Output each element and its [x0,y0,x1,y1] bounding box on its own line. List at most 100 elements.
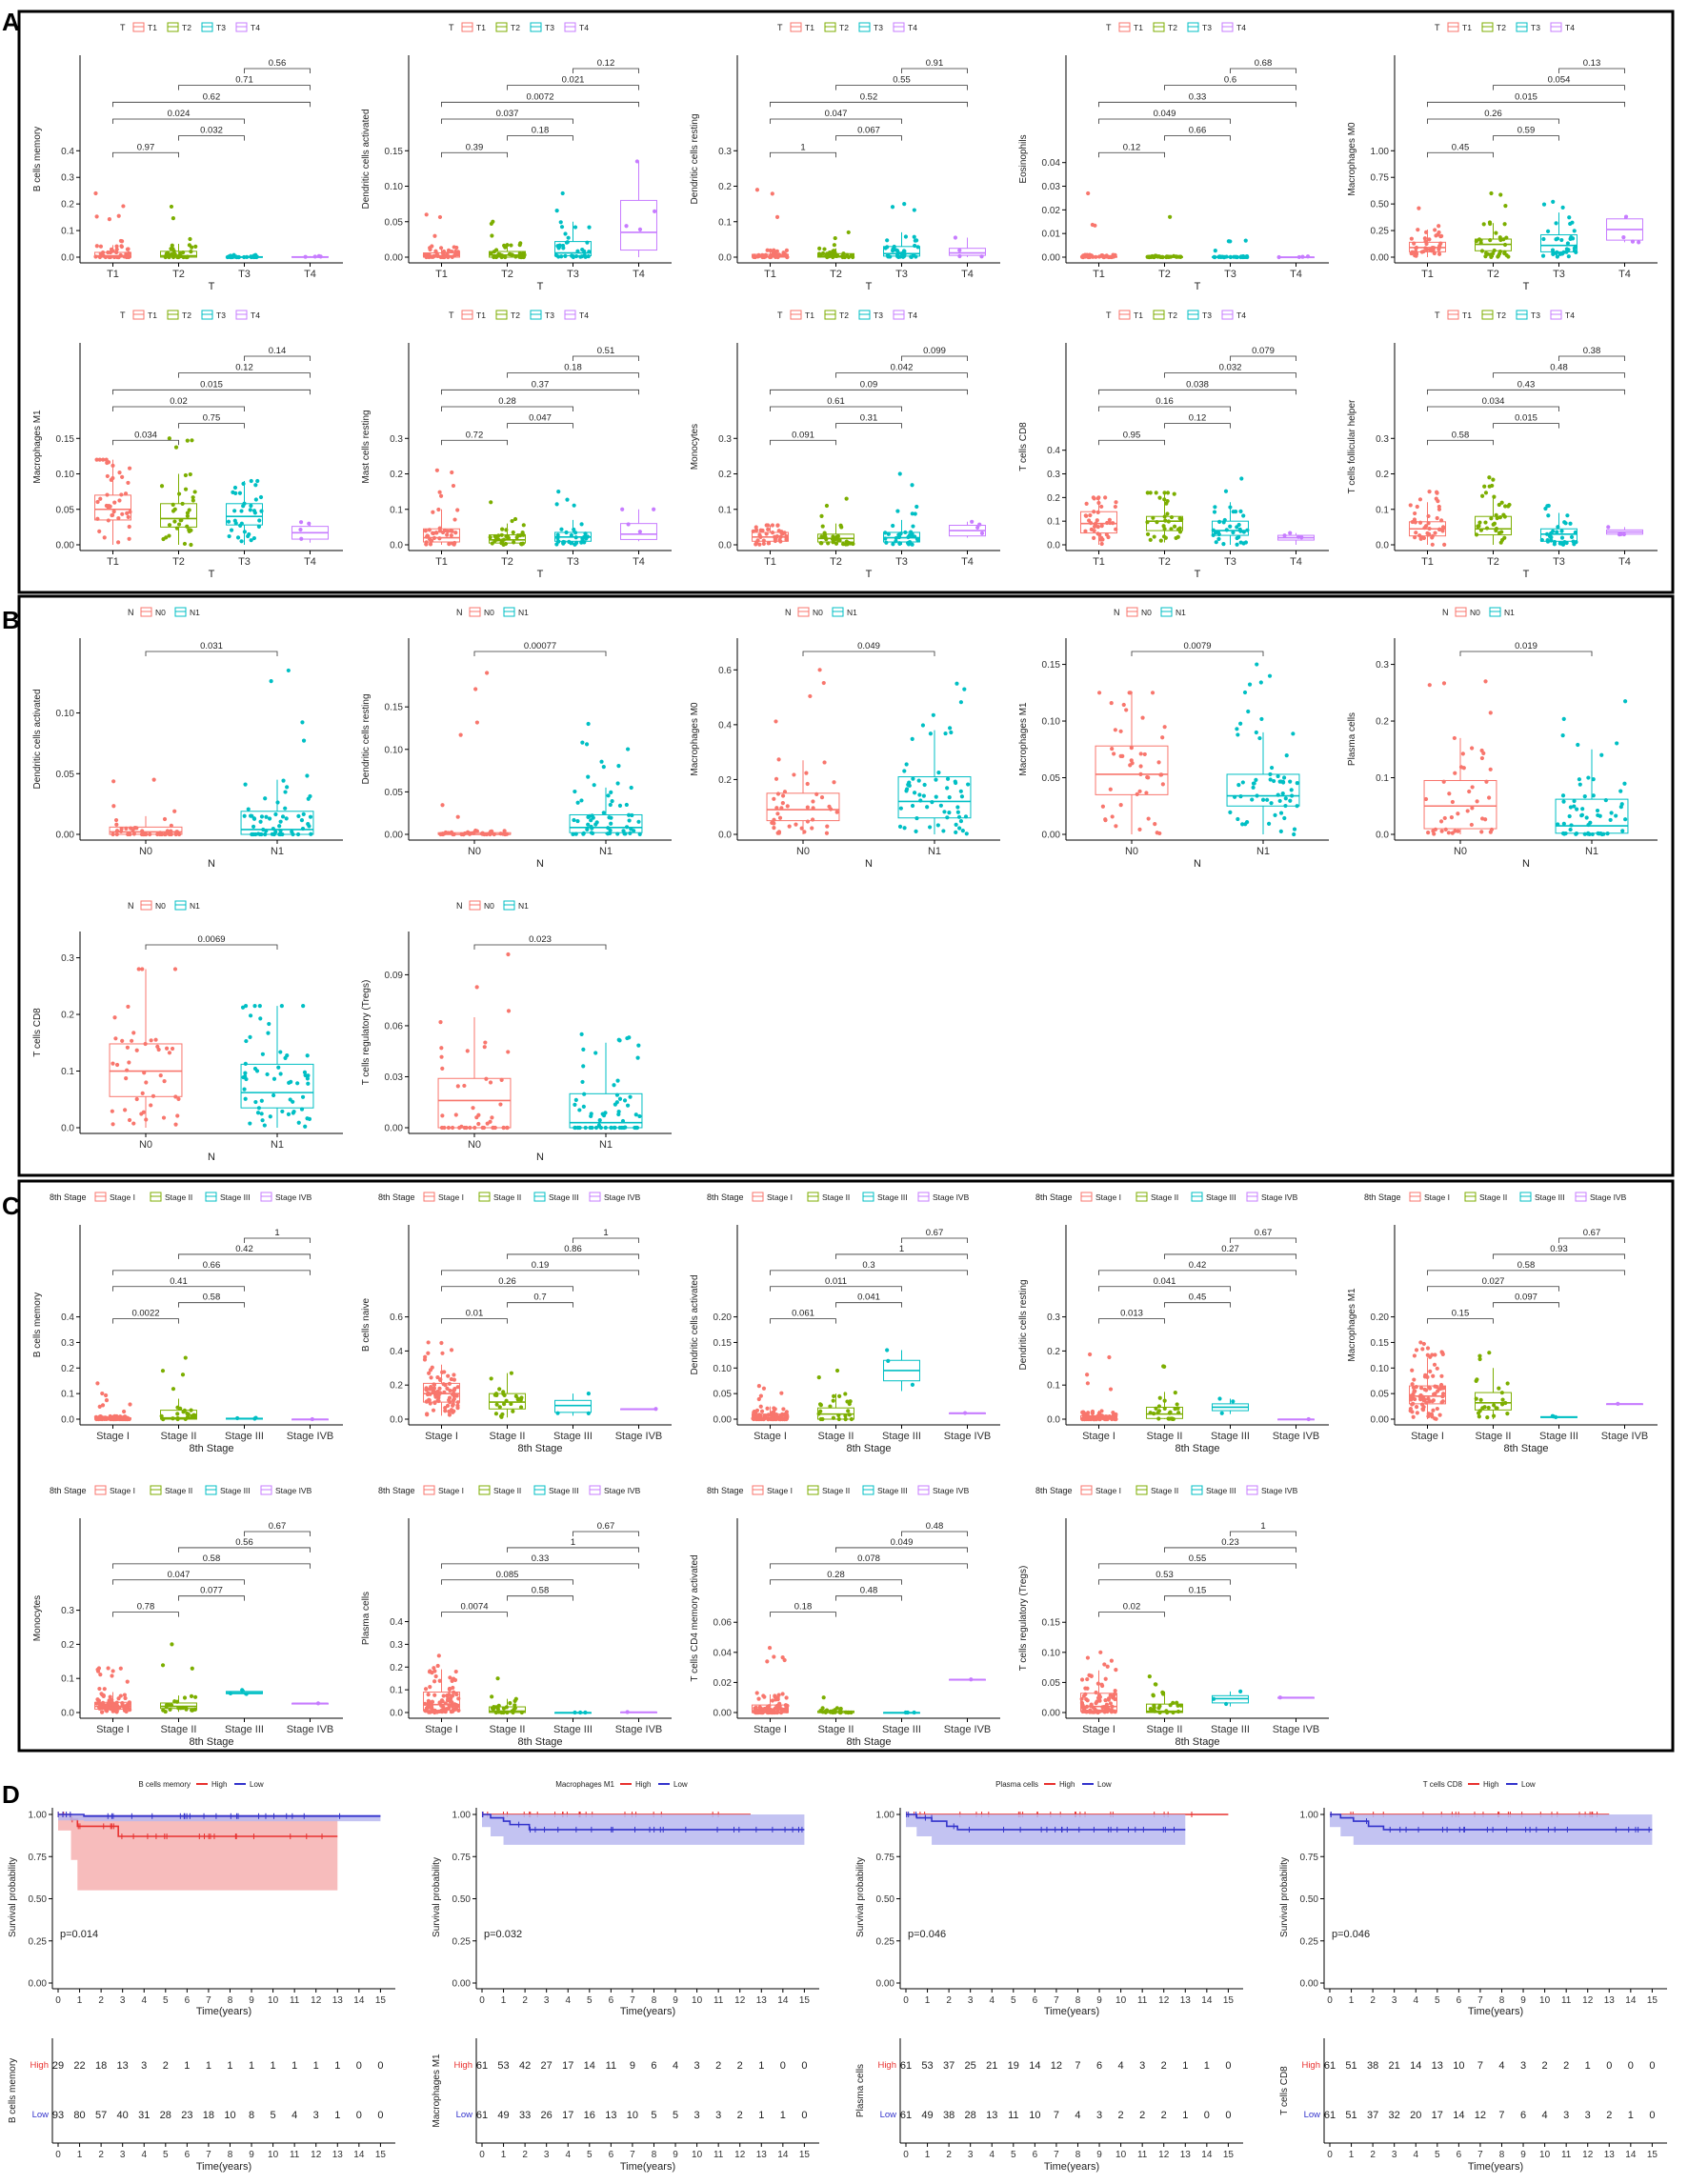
p-value-label: 0.55 [1189,1553,1207,1564]
legend-label: Stage IVB [1590,1192,1627,1202]
data-point [114,244,119,249]
y-tick-label: 0.1 [61,1390,74,1400]
data-point [1438,234,1443,239]
data-point [172,507,177,511]
x-tick-label: T4 [304,269,316,280]
data-point [305,773,310,778]
x-tick-label: T2 [501,556,513,568]
comparison-bracket [1427,439,1494,446]
data-point [758,1404,763,1409]
data-point [910,542,914,547]
risk-count-low: 1 [780,2110,786,2121]
data-point [96,1698,101,1703]
data-point [834,253,839,258]
legend-label: T4 [1236,23,1246,32]
data-point [423,1687,429,1692]
km-x-axis-label: Time(years) [1044,2006,1099,2017]
data-point [183,1355,188,1360]
data-point [554,542,559,547]
data-point [144,1080,149,1085]
data-point [441,1693,446,1698]
data-point [814,791,819,796]
data-point [506,1050,511,1054]
data-point [1214,540,1218,545]
data-point [242,1087,247,1092]
risk-count-low: 57 [95,2110,107,2121]
data-point [1437,230,1441,235]
legend-label: Stage II [1151,1486,1178,1495]
comparison-bracket [770,406,902,411]
data-point [155,1044,160,1049]
data-point [637,832,642,836]
data-point [426,1351,431,1355]
km-title: B cells memory [138,1780,191,1789]
comparison-bracket [835,1253,968,1259]
risk-x-tick-label: 4 [141,2150,147,2160]
data-point [1433,228,1437,232]
data-point [1487,795,1492,800]
km-x-tick-label: 6 [1457,1995,1462,2006]
y-tick-label: 0.0 [1376,541,1389,551]
data-point [458,732,463,737]
comparison-bracket [1427,101,1625,108]
data-point [177,253,182,258]
data-point [126,480,131,486]
legend-label: Stage IVB [604,1486,641,1495]
data-point [104,1398,110,1403]
data-point [844,496,849,501]
risk-count-high: 1 [1182,2060,1188,2072]
risk-count-high: 7 [1075,2060,1080,2072]
legend-label: Stage III [549,1486,579,1495]
data-point [1489,254,1494,259]
data-point [494,1402,499,1407]
data-point [439,1054,444,1059]
data-point [1177,254,1183,259]
p-value-label: 0.37 [532,379,550,390]
data-point [171,1387,176,1392]
data-point [580,1079,585,1085]
data-point [442,832,447,836]
data-point [1086,190,1091,196]
data-point [128,1402,132,1407]
data-point [151,1093,156,1098]
risk-count-high: 1 [227,2060,232,2072]
data-point [903,234,909,239]
data-point [781,252,786,258]
y-tick-label: 0.1 [61,1674,74,1685]
data-point [913,238,917,243]
data-point [1103,817,1108,822]
data-point [555,532,560,537]
data-point [170,251,174,257]
legend-label: Stage III [1206,1486,1236,1495]
data-point [1080,1410,1085,1414]
data-point [1488,238,1493,243]
data-point [1165,498,1170,504]
data-point [428,247,432,252]
y-tick-label: 0.3 [61,1606,74,1616]
data-point [910,1382,915,1387]
p-value-label: 0.53 [1155,1570,1174,1580]
y-tick-label: 0.10 [56,470,75,480]
data-point [440,1113,445,1118]
comparison-bracket [112,1612,179,1617]
data-point [766,541,771,546]
legend-title: N [456,901,463,911]
y-tick-label: 0.6 [390,1312,403,1323]
data-point [442,1390,447,1394]
y-tick-label: 0.00 [385,1124,404,1134]
data-point [775,811,780,816]
legend-title: T [777,311,783,320]
data-point [120,1038,125,1043]
data-point [451,483,456,489]
data-point [1232,254,1236,259]
data-point [163,1709,168,1714]
km-x-tick-label: 9 [673,1995,678,2006]
data-point [433,1673,438,1679]
data-point [851,541,855,547]
data-point [1492,248,1497,253]
data-point [1418,1397,1423,1402]
data-point [1555,530,1559,534]
data-point [299,818,305,823]
data-point [931,712,935,717]
data-point [514,535,519,540]
